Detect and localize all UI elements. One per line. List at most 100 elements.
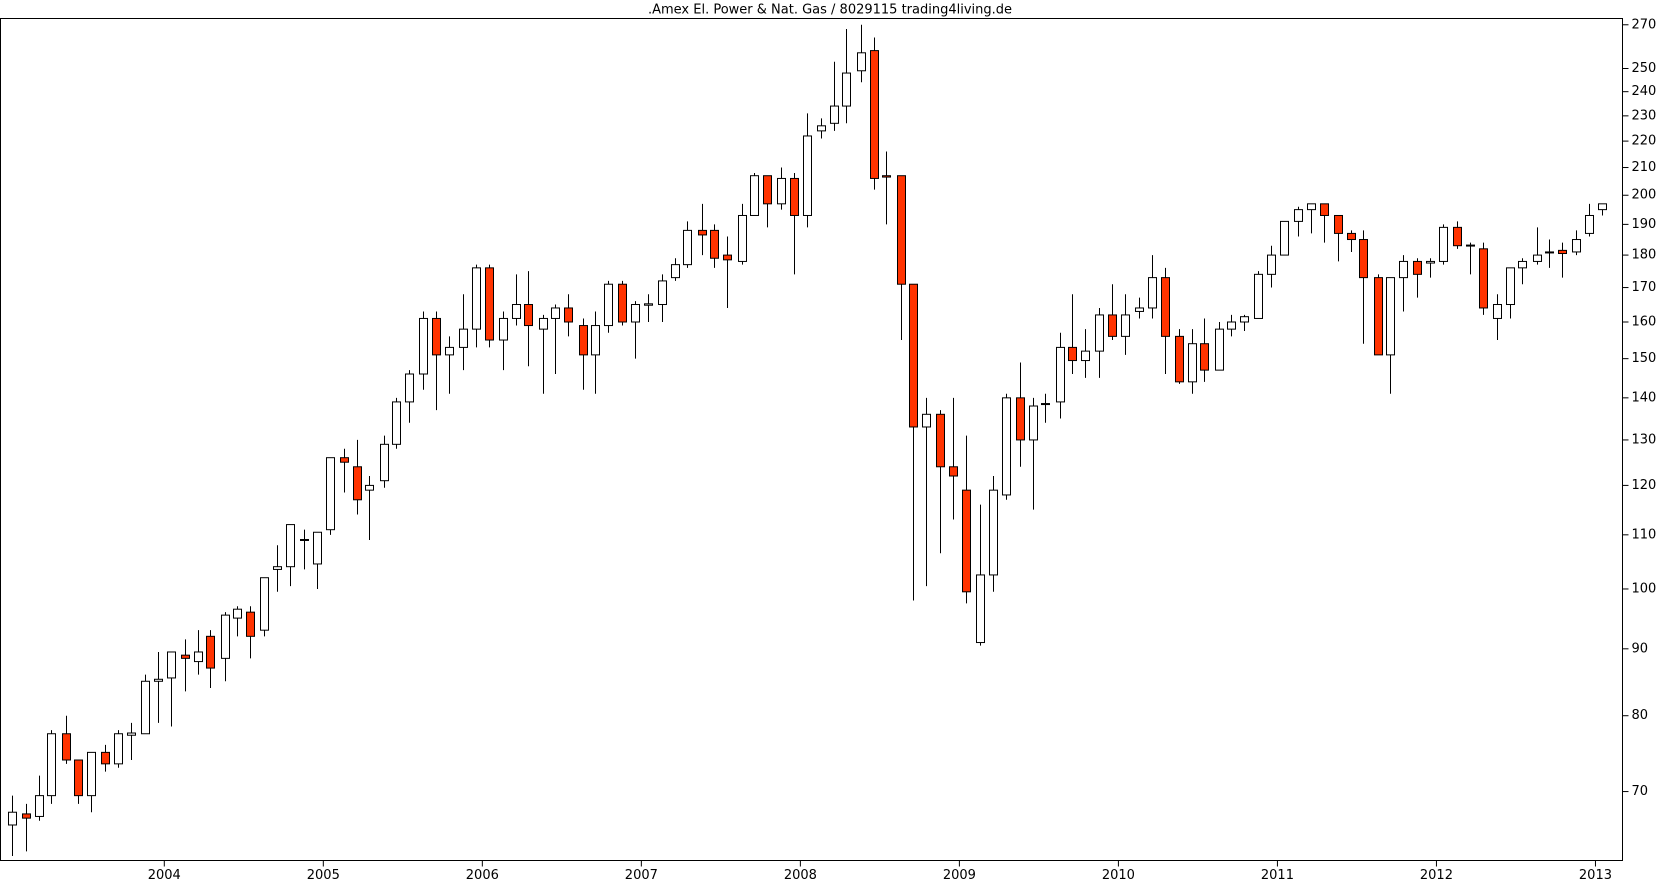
candle-body: [936, 413, 945, 468]
candle-body: [1280, 220, 1289, 256]
candle-body: [1518, 260, 1527, 269]
candle-body: [353, 466, 362, 501]
candle-body: [1029, 405, 1038, 441]
candle-body: [803, 135, 812, 216]
candle-body: [459, 328, 468, 348]
candle-body: [1294, 209, 1303, 222]
candle-body: [392, 401, 401, 445]
candle-body: [127, 732, 136, 736]
candle-body: [723, 254, 732, 261]
candle-body: [1413, 260, 1422, 275]
candle-body: [512, 304, 521, 319]
candle-body: [206, 635, 215, 669]
candle-body: [922, 413, 931, 428]
candle-body: [405, 373, 414, 403]
candle-body: [1399, 260, 1408, 279]
candle-body: [1493, 304, 1502, 319]
candle-body: [1095, 314, 1104, 352]
candle-body: [777, 177, 786, 205]
x-tick-label: 2013: [1579, 868, 1612, 883]
candle-body: [830, 105, 839, 124]
candle-body: [1334, 214, 1343, 234]
y-tick-label: 170: [1632, 280, 1657, 295]
candle-body: [365, 484, 374, 491]
candle-body: [1161, 277, 1170, 337]
y-tick-label: 140: [1632, 390, 1657, 405]
candle-body: [1439, 226, 1448, 262]
candle-body: [22, 813, 31, 819]
candle-body: [618, 283, 627, 323]
candle-body: [167, 651, 176, 679]
candle-body: [817, 125, 826, 132]
candle-body: [644, 303, 653, 306]
y-tick-label: 90: [1632, 641, 1649, 656]
candle-body: [181, 654, 190, 659]
candle-body: [1307, 203, 1316, 211]
x-tick-label: 2004: [148, 868, 181, 883]
candle-body: [380, 443, 389, 482]
x-tick-label: 2008: [784, 868, 817, 883]
candle-body: [1254, 273, 1263, 319]
candle-body: [1016, 397, 1025, 441]
candle-body: [551, 307, 560, 319]
y-tick-label: 130: [1632, 432, 1657, 447]
candle-body: [1359, 239, 1368, 279]
candle-body: [1267, 254, 1276, 275]
y-tick-label: 120: [1632, 478, 1657, 493]
candle-body: [1175, 335, 1184, 383]
candle-body: [539, 317, 548, 330]
candle-body: [1068, 346, 1077, 362]
candle-body: [340, 457, 349, 463]
x-tick-label: 2005: [307, 868, 340, 883]
candle-body: [897, 175, 906, 285]
candle-body: [445, 346, 454, 356]
candle-body: [1558, 249, 1567, 255]
candle-body: [909, 283, 918, 428]
y-tick-label: 150: [1632, 351, 1657, 366]
candle-body: [1108, 314, 1117, 337]
candle-body: [472, 267, 481, 330]
candle-body: [35, 795, 44, 817]
candle-body: [1506, 267, 1515, 306]
candle-body: [710, 229, 719, 259]
candle-body: [1320, 203, 1329, 216]
y-tick-label: 100: [1632, 581, 1657, 596]
candle-body: [154, 678, 163, 682]
candle-body: [141, 680, 150, 735]
candle-body: [1572, 239, 1581, 253]
candle-body: [313, 531, 322, 565]
candle-body: [1240, 316, 1249, 323]
y-tick-label: 110: [1632, 527, 1657, 542]
candle-body: [1135, 307, 1144, 312]
y-tick-label: 70: [1632, 784, 1649, 799]
candle-body: [763, 175, 772, 205]
candle-body: [790, 177, 799, 216]
x-tick-label: 2012: [1420, 868, 1453, 883]
candle-body: [1426, 260, 1435, 264]
y-tick-label: 270: [1632, 17, 1657, 32]
candle-body: [1002, 397, 1011, 496]
candle-body: [432, 317, 441, 356]
candle-body: [1227, 321, 1236, 330]
candle-body: [738, 214, 747, 262]
candle-body: [976, 574, 985, 644]
candle-body: [870, 50, 879, 179]
candle-body: [74, 759, 83, 797]
candle-body: [1453, 226, 1462, 247]
candle-body: [683, 229, 692, 266]
candle-body: [842, 72, 851, 107]
candle-body: [8, 811, 17, 826]
candle-body: [273, 566, 282, 570]
candle-body: [419, 317, 428, 375]
candle-body: [631, 304, 640, 323]
candle-body: [962, 489, 971, 593]
y-tick-label: 180: [1632, 248, 1657, 263]
candle-body: [698, 229, 707, 236]
candle-body: [989, 489, 998, 576]
candle-body: [658, 280, 667, 306]
candle-body: [1215, 328, 1224, 371]
candle-body: [260, 577, 269, 631]
candle-body: [246, 611, 255, 637]
candle-body: [1056, 346, 1065, 403]
x-tick-label: 2009: [943, 868, 976, 883]
